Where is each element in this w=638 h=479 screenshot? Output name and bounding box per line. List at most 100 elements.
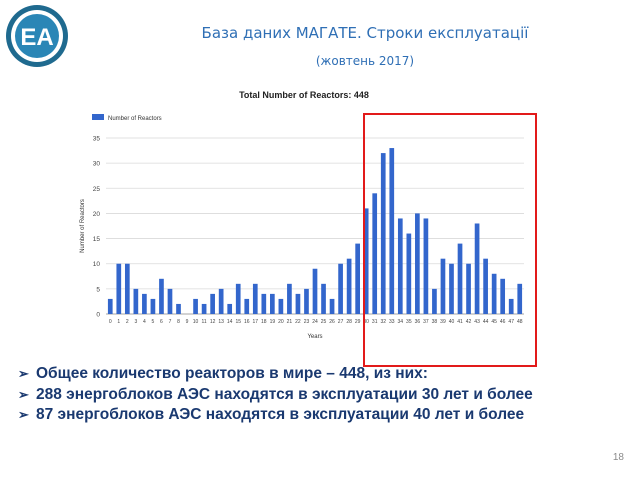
y-tick-label: 0 <box>96 312 100 319</box>
bar <box>338 263 343 314</box>
page-title: База даних МАГАТЕ. Строки експлуатації <box>201 24 529 42</box>
x-tick-label: 22 <box>295 319 301 325</box>
bar <box>423 218 429 314</box>
y-tick-label: 10 <box>93 261 101 268</box>
y-tick-label: 30 <box>93 161 101 168</box>
bullet-list: ➢ Общее количество реакторов в мире – 448… <box>18 364 598 426</box>
bar <box>397 218 403 314</box>
bar <box>287 283 292 314</box>
x-tick-label: 29 <box>355 319 361 325</box>
x-tick-label: 36 <box>415 319 421 325</box>
bar <box>372 193 378 314</box>
chart-title: Total Number of Reactors: 448 <box>239 90 369 100</box>
x-tick-label: 33 <box>389 319 395 325</box>
bar <box>346 258 352 314</box>
bar <box>304 288 309 314</box>
bullet-item: ➢ 288 энергоблоков АЭС находятся в эксплу… <box>18 385 598 406</box>
x-tick-label: 41 <box>457 319 463 325</box>
arrow-bullet-icon: ➢ <box>18 386 29 402</box>
bar <box>116 263 122 314</box>
x-tick-label: 32 <box>380 319 386 325</box>
bar <box>235 283 241 314</box>
x-tick-label: 17 <box>253 319 259 325</box>
bar <box>500 278 506 314</box>
bar <box>150 298 156 314</box>
x-tick-label: 14 <box>227 319 233 325</box>
bar <box>440 258 446 314</box>
y-tick-label: 5 <box>96 286 100 293</box>
bar <box>278 298 284 314</box>
x-tick-label: 38 <box>432 319 438 325</box>
bar <box>508 298 514 314</box>
x-tick-label: 9 <box>186 319 189 325</box>
bar <box>227 303 233 314</box>
x-tick-label: 34 <box>398 319 404 325</box>
x-tick-label: 3 <box>134 319 137 325</box>
x-tick-label: 47 <box>508 319 514 325</box>
y-tick-label: 15 <box>93 236 101 243</box>
highlight-box <box>363 113 537 367</box>
x-tick-label: 5 <box>152 319 155 325</box>
x-tick-label: 26 <box>329 319 335 325</box>
x-tick-label: 27 <box>338 319 344 325</box>
bar <box>415 213 420 314</box>
bar <box>159 278 164 314</box>
bullet-item: ➢ 87 энергоблоков АЭС находятся в эксплуа… <box>18 405 598 426</box>
arrow-bullet-icon: ➢ <box>18 366 29 381</box>
arrow-bullet-icon: ➢ <box>18 407 29 422</box>
bar <box>432 288 437 314</box>
x-tick-label: 44 <box>483 319 489 325</box>
bar <box>457 243 463 314</box>
bar <box>380 153 386 314</box>
x-tick-label: 24 <box>312 319 318 325</box>
bar <box>261 293 267 314</box>
bar <box>329 298 335 314</box>
page-number: 18 <box>612 452 624 463</box>
x-tick-label: 28 <box>346 319 352 325</box>
x-tick-label: 43 <box>474 319 480 325</box>
bullet-item: ➢ Общее количество реакторов в мире – 448… <box>18 364 598 385</box>
y-axis-label: Number of Reactors <box>80 199 86 253</box>
bar <box>363 208 369 314</box>
bar <box>167 288 173 314</box>
bar <box>201 303 207 314</box>
bar <box>244 298 250 314</box>
y-tick-label: 20 <box>93 211 101 218</box>
bar <box>133 288 139 314</box>
x-tick-label: 4 <box>143 319 146 325</box>
bar <box>406 233 412 314</box>
bar <box>270 293 275 314</box>
x-tick-label: 15 <box>235 319 241 325</box>
x-tick-label: 18 <box>261 319 267 325</box>
bar <box>466 263 471 314</box>
bar <box>312 268 318 314</box>
x-tick-label: 10 <box>193 319 199 325</box>
x-tick-label: 25 <box>321 319 327 325</box>
ea-logo-icon: EA <box>6 5 68 67</box>
bar <box>107 298 113 314</box>
x-tick-label: 40 <box>449 319 455 325</box>
x-tick-label: 1 <box>117 319 120 325</box>
x-tick-label: 13 <box>218 319 224 325</box>
x-tick-label: 11 <box>202 319 207 325</box>
bar <box>218 288 224 314</box>
bar <box>295 293 301 314</box>
bar <box>142 293 147 314</box>
reactor-age-chart: Total Number of Reactors: 448 Number of R… <box>80 90 524 340</box>
page-subtitle: (жовтень 2017) <box>315 54 415 68</box>
x-tick-label: 16 <box>244 319 250 325</box>
bar <box>449 263 454 314</box>
legend-label: Number of Reactors <box>108 116 162 122</box>
bar <box>210 293 215 314</box>
bar <box>124 263 130 314</box>
bar <box>176 303 181 314</box>
x-tick-label: 21 <box>287 319 293 325</box>
x-tick-label: 20 <box>278 319 284 325</box>
legend-swatch <box>92 114 104 120</box>
bar <box>321 283 326 314</box>
bar <box>193 298 198 314</box>
x-tick-label: 46 <box>500 319 506 325</box>
x-tick-label: 42 <box>466 319 472 325</box>
bar <box>355 243 360 314</box>
bar <box>252 283 258 314</box>
